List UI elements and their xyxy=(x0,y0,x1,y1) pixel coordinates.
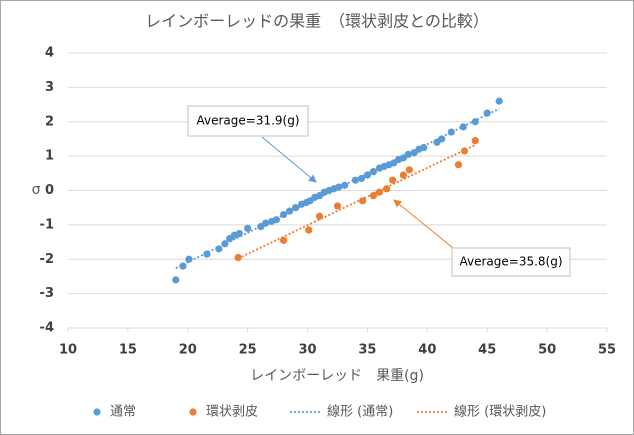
y-tick-label: 2 xyxy=(45,114,54,129)
point xyxy=(369,192,378,200)
y-tick-label: -1 xyxy=(40,217,54,232)
x-axis-label: レインボーレッド 果重(g) xyxy=(250,368,424,384)
point xyxy=(341,181,349,189)
legend-marker xyxy=(189,408,197,416)
point xyxy=(280,236,288,244)
y-axis-label: σ xyxy=(32,182,41,198)
point xyxy=(335,183,343,191)
point xyxy=(357,174,366,183)
point xyxy=(315,212,324,220)
legend-label: 線形 (通常) xyxy=(327,404,393,420)
y-tick-label: 4 xyxy=(45,46,54,61)
chart-title: レインボーレッドの果重 （環状剥皮との比較） xyxy=(145,12,489,31)
y-tick-label: 1 xyxy=(45,149,54,164)
annotation-box xyxy=(451,247,571,277)
point xyxy=(454,161,463,169)
x-tick-label: 45 xyxy=(478,343,496,358)
point xyxy=(305,226,313,234)
point xyxy=(471,137,479,145)
annotation: Average=35.8(g) xyxy=(459,255,562,269)
point xyxy=(221,240,229,248)
point xyxy=(262,219,270,227)
point xyxy=(459,123,467,131)
point xyxy=(203,250,211,258)
point xyxy=(404,150,412,159)
point xyxy=(405,166,413,174)
point xyxy=(172,276,180,284)
point xyxy=(483,109,491,117)
y-tick-label: 3 xyxy=(45,80,54,95)
y-tick-label: 0 xyxy=(45,183,54,198)
point xyxy=(185,255,193,263)
point xyxy=(471,118,479,126)
annotation: Average=31.9(g) xyxy=(196,114,299,128)
point xyxy=(369,167,378,176)
point xyxy=(495,97,503,105)
x-tick-label: 25 xyxy=(239,343,257,358)
legend-label: 線形 (環状剥皮) xyxy=(454,404,546,420)
point xyxy=(359,197,367,205)
point xyxy=(447,128,455,136)
point xyxy=(285,207,294,215)
point xyxy=(215,245,223,253)
annotation-box xyxy=(187,105,309,137)
x-tick-label: 10 xyxy=(59,343,77,358)
point xyxy=(179,262,187,270)
point xyxy=(375,188,384,196)
legend-label: 通常 xyxy=(110,405,136,420)
point xyxy=(351,176,360,184)
point xyxy=(280,210,288,219)
point xyxy=(383,185,391,193)
legend-marker xyxy=(93,408,101,416)
y-tick-label: -2 xyxy=(40,252,54,267)
point xyxy=(363,171,372,179)
y-tick-label: -3 xyxy=(40,286,54,301)
x-tick-label: 40 xyxy=(418,343,436,358)
point xyxy=(438,135,446,143)
annotation-arrow xyxy=(393,199,454,249)
point xyxy=(272,216,281,224)
y-tick-label: -4 xyxy=(40,321,54,336)
point xyxy=(235,229,243,238)
x-tick-label: 35 xyxy=(358,343,376,358)
annotation-arrow xyxy=(261,136,317,183)
point xyxy=(234,253,242,262)
legend-label: 環状剥皮 xyxy=(206,405,258,420)
x-tick-label: 30 xyxy=(299,343,317,358)
point xyxy=(291,204,300,212)
point xyxy=(388,176,397,184)
point xyxy=(333,202,342,210)
x-tick-label: 50 xyxy=(538,343,556,358)
x-tick-label: 20 xyxy=(179,343,197,358)
x-tick-label: 15 xyxy=(119,343,137,358)
point xyxy=(420,143,428,152)
x-tick-label: 55 xyxy=(598,343,616,358)
point xyxy=(399,171,407,179)
point xyxy=(460,147,469,155)
point xyxy=(244,224,252,232)
